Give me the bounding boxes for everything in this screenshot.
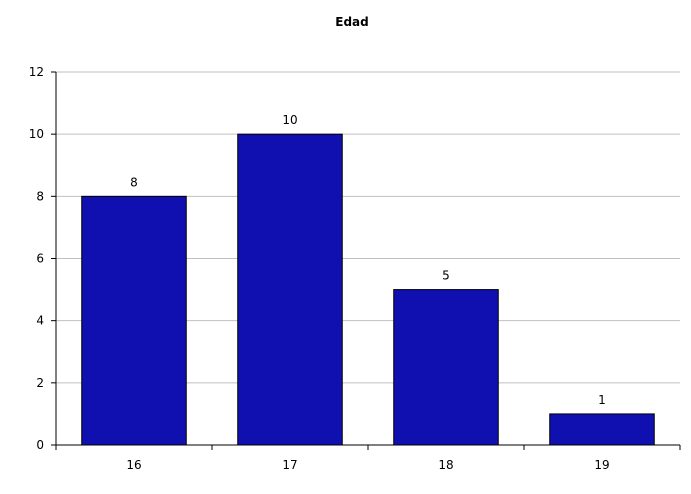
- y-tick-label: 8: [36, 189, 44, 203]
- data-label-18: 5: [442, 269, 450, 283]
- bar-17: [237, 133, 343, 446]
- x-tick-label-19: 19: [594, 458, 609, 472]
- y-tick-label: 6: [36, 252, 44, 266]
- data-labels: 8 10 5 1: [130, 113, 606, 407]
- bars: [81, 133, 655, 446]
- bar-16: [81, 195, 187, 446]
- data-label-19: 1: [598, 393, 606, 407]
- x-axis-ticks: 16 17 18 19: [55, 445, 681, 472]
- y-tick-label: 4: [36, 314, 44, 328]
- y-tick-label: 10: [29, 127, 44, 141]
- x-tick-label-17: 17: [282, 458, 297, 472]
- chart-title: Edad: [335, 15, 368, 29]
- y-tick-label: 2: [36, 376, 44, 390]
- bar-19: [549, 413, 655, 446]
- y-tick-label: 12: [29, 65, 44, 79]
- data-label-17: 10: [282, 113, 297, 127]
- bar-18: [393, 289, 499, 446]
- y-tick-label: 0: [36, 438, 44, 452]
- data-label-16: 8: [130, 175, 138, 189]
- y-axis-ticks: 0 2 4 6 8 10 12: [29, 65, 56, 452]
- x-tick-label-18: 18: [438, 458, 453, 472]
- x-tick-label-16: 16: [126, 458, 141, 472]
